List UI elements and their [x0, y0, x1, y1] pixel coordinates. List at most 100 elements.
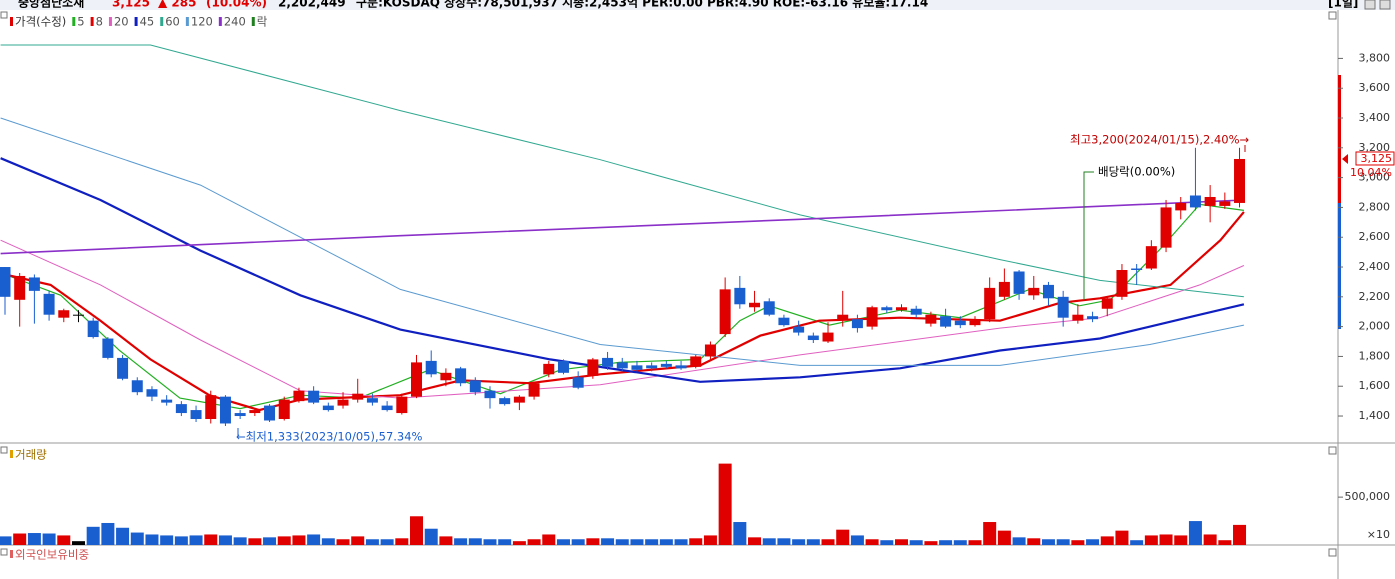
candle-body: [396, 396, 408, 414]
candle-body: [675, 365, 687, 369]
volume-bar: [836, 529, 850, 545]
candle-body: [308, 390, 320, 403]
moving-average-line: [0, 239, 1245, 399]
volume-bar: [806, 539, 820, 545]
candle-body: [249, 410, 261, 414]
legend-label: 45: [140, 15, 155, 29]
volume-bar: [1174, 535, 1188, 545]
candle-body: [1116, 269, 1128, 297]
candle-body: [572, 377, 584, 388]
candle-body: [440, 372, 452, 381]
legend-label: 240: [224, 15, 246, 29]
candle-body: [763, 301, 775, 315]
stock-info: 구분:KOSDAQ 상장수:78,501,937 시총:2,453억 PER:0…: [356, 0, 928, 10]
candle-body: [1028, 287, 1040, 296]
y-tick-label: 2,400: [1359, 260, 1391, 273]
volume-bar: [1159, 534, 1173, 545]
moving-average-line: [4, 211, 1245, 412]
y-tick-label: 500,000: [1345, 490, 1391, 503]
candle-body: [161, 399, 173, 403]
volume-bar: [1012, 537, 1026, 545]
high-annotation: 최고3,200(2024/01/15),2.40%→: [1070, 133, 1250, 147]
volume-bar: [1100, 536, 1114, 545]
volume-bar: [718, 463, 732, 545]
volume-bar: [527, 539, 541, 545]
panel-button[interactable]: [0, 548, 8, 556]
current-rate-label: 10.04%: [1350, 166, 1392, 179]
y-tick-label: 2,600: [1359, 230, 1391, 243]
legend-swatch: [185, 17, 189, 26]
volume-bar: [645, 539, 659, 545]
volume-bar: [703, 535, 717, 545]
volume-bar: [556, 539, 570, 545]
volume-bar: [424, 528, 438, 545]
candle-body: [910, 308, 922, 315]
y-tick-label: 2,800: [1359, 200, 1391, 213]
candle-body: [264, 405, 276, 421]
volume-bar: [292, 535, 306, 545]
candle-body: [749, 302, 761, 308]
candle-body: [102, 338, 114, 358]
panel-title: 외국인보유비중: [15, 548, 89, 562]
panel-title: 거래량: [15, 448, 47, 462]
volume-bar: [483, 539, 497, 545]
candle-body: [322, 405, 334, 411]
volume-bar: [748, 537, 762, 545]
legend-swatch: [10, 17, 13, 26]
volume-bar: [1203, 534, 1217, 545]
volume-bar: [365, 539, 379, 545]
volume-bar: [615, 539, 629, 545]
candle-body: [851, 319, 863, 329]
panel-button[interactable]: [0, 446, 8, 454]
volume-bar: [42, 533, 56, 545]
candle-body: [469, 380, 481, 393]
volume-bar: [850, 535, 864, 545]
volume-bar: [27, 533, 41, 545]
window-button[interactable]: [1364, 0, 1376, 10]
volume-bar: [498, 539, 512, 545]
volume-bar: [13, 533, 27, 545]
candle-body: [499, 398, 511, 405]
panel-title-swatch: [10, 450, 13, 458]
legend-swatch: [72, 17, 76, 26]
candle-body: [998, 281, 1010, 297]
panel-button[interactable]: [1328, 446, 1337, 455]
moving-average-line: [0, 117, 1245, 366]
stock-name: 중앙첨단소재: [18, 0, 84, 10]
candle-body: [1072, 314, 1084, 321]
legend-swatch: [218, 17, 222, 26]
candle-body: [455, 368, 467, 384]
legend-label: 5: [77, 15, 84, 29]
volume-bar: [762, 538, 776, 545]
volume-bar: [909, 540, 923, 545]
candle-body: [807, 335, 819, 341]
volume-bar: [189, 535, 203, 545]
volume-bar: [997, 530, 1011, 545]
stock-change: ▲ 285: [158, 0, 196, 10]
candle-body: [969, 320, 981, 326]
panel-button[interactable]: [1328, 11, 1337, 20]
volume-bar: [733, 522, 747, 545]
candle-body: [278, 399, 290, 420]
moving-average-line: [0, 44, 1244, 298]
volume-bar: [71, 541, 85, 545]
moving-average-line: [0, 157, 1245, 383]
candle-body: [587, 359, 599, 376]
volume-bar: [145, 534, 159, 545]
candle-body: [72, 314, 84, 316]
y-tick-label: 1,800: [1359, 349, 1391, 362]
candle-body: [719, 289, 731, 335]
panel-button[interactable]: [0, 11, 8, 19]
y-tick-label: 3,000: [1359, 171, 1391, 184]
candle-body: [43, 293, 55, 315]
candle-body: [28, 277, 40, 291]
window-button[interactable]: [1379, 0, 1391, 10]
panel-button[interactable]: [1328, 548, 1337, 557]
legend-label: 60: [165, 15, 180, 29]
volume-bar: [1027, 538, 1041, 545]
y-tick-label: 3,200: [1359, 141, 1391, 154]
price-range-bar: [1338, 203, 1341, 329]
period[interactable]: [1일]: [1328, 0, 1358, 10]
